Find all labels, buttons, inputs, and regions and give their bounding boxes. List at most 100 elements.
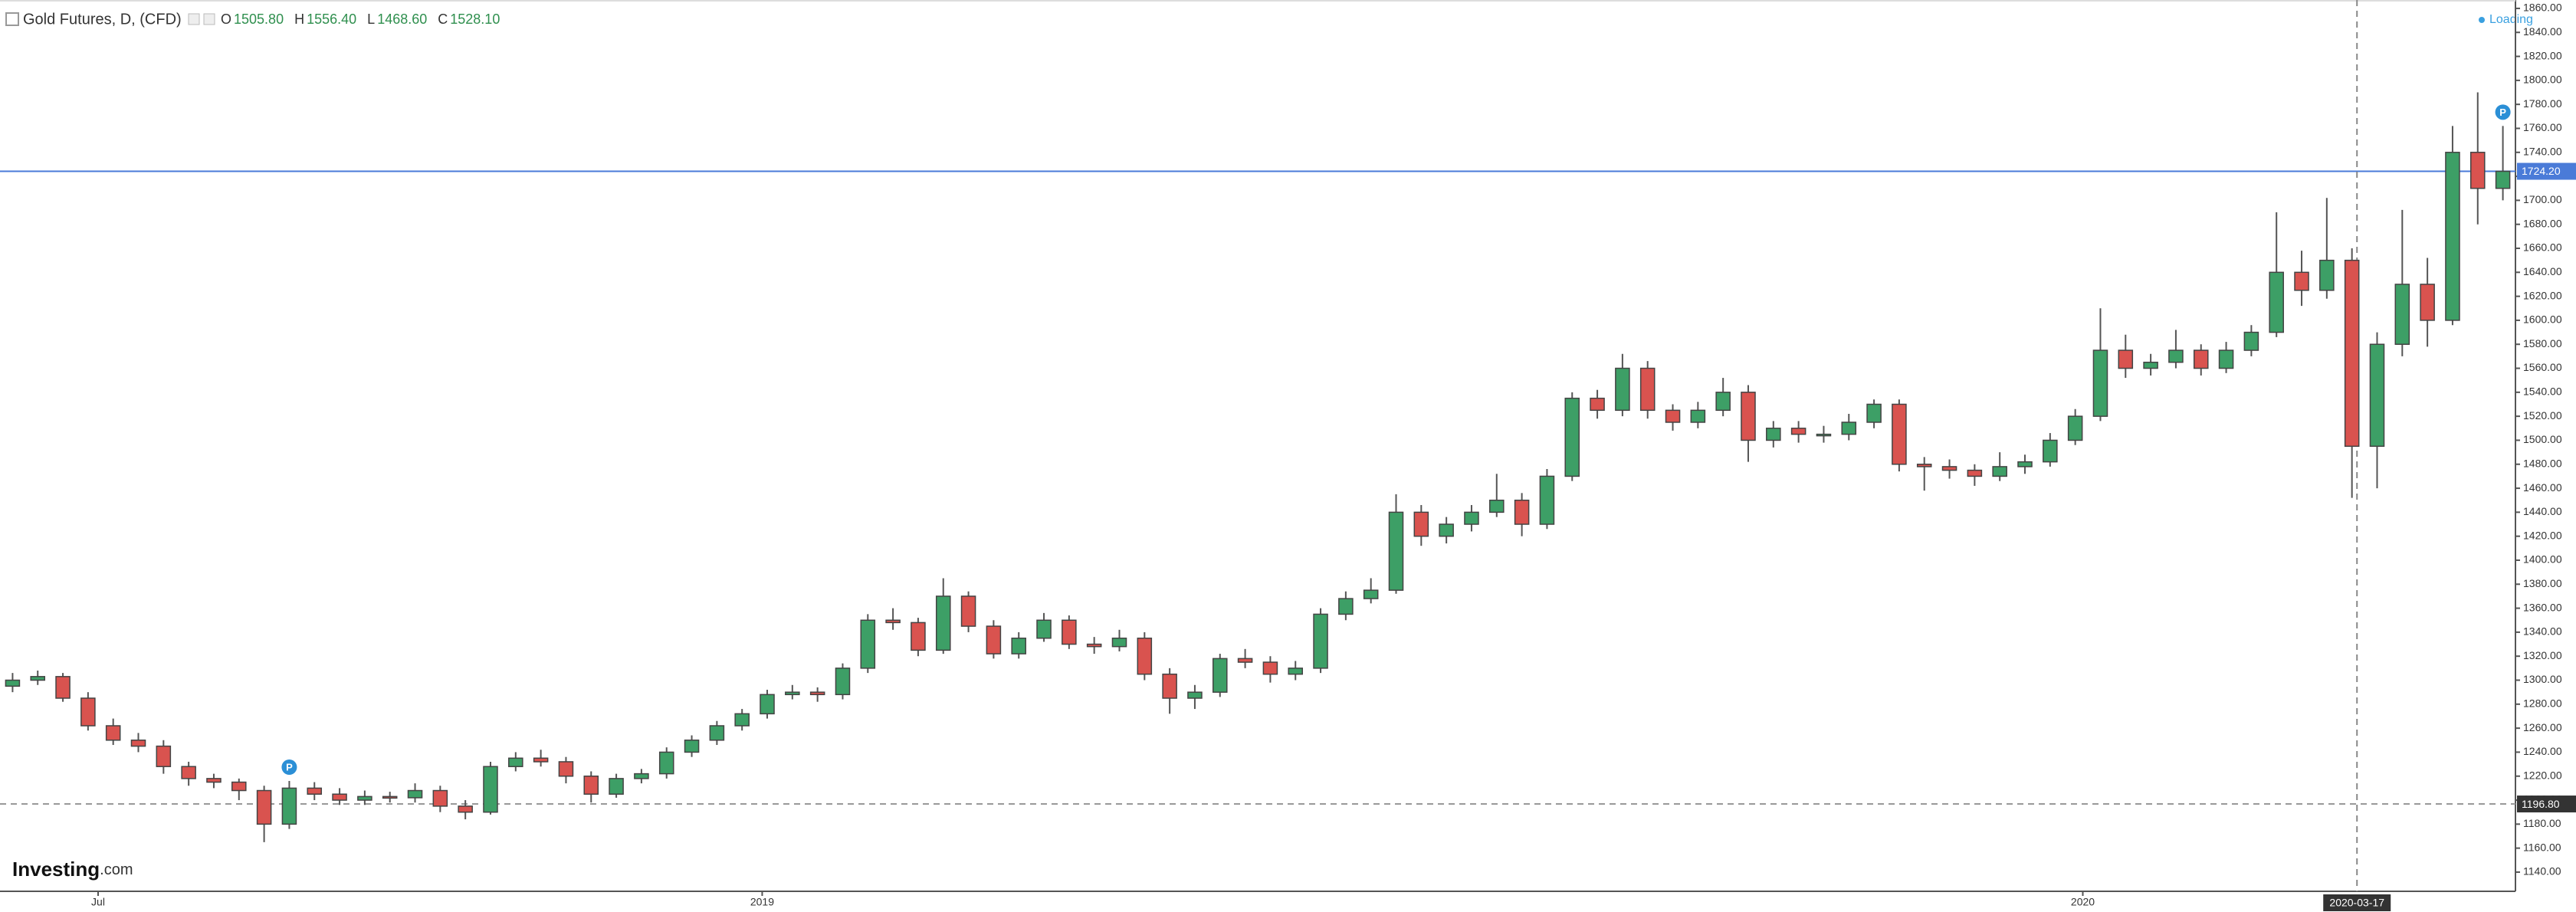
candle-body bbox=[1690, 409, 1706, 423]
y-tick-label: 1600.00 bbox=[2523, 313, 2562, 326]
ohlc-key: L bbox=[367, 11, 375, 27]
candle-body bbox=[911, 622, 926, 651]
y-tick-label: 1580.00 bbox=[2523, 337, 2562, 349]
eye-icon[interactable] bbox=[188, 13, 200, 25]
candle-body bbox=[2043, 439, 2058, 463]
candle-body bbox=[5, 679, 21, 687]
collapse-icon[interactable] bbox=[5, 12, 19, 26]
candle-body bbox=[256, 789, 272, 825]
candle-body bbox=[2294, 271, 2309, 291]
candle-body bbox=[1790, 428, 1806, 435]
event-marker-label: P bbox=[2499, 107, 2506, 118]
candle-body bbox=[1212, 658, 1228, 693]
y-tick-label: 1800.00 bbox=[2523, 74, 2562, 86]
candle-body bbox=[609, 778, 624, 795]
candle-body bbox=[986, 625, 1002, 654]
ohlc-key: H bbox=[294, 11, 304, 27]
candle-body bbox=[885, 619, 901, 624]
candle-body bbox=[1439, 523, 1454, 537]
y-tick-label: 1520.00 bbox=[2523, 409, 2562, 422]
candle-body bbox=[1137, 637, 1153, 675]
candle-body bbox=[407, 789, 423, 799]
candle-body bbox=[1514, 499, 1530, 525]
candle-body bbox=[508, 757, 523, 767]
y-tick-label: 1180.00 bbox=[2523, 817, 2561, 829]
candle-body bbox=[55, 676, 71, 699]
candle-body bbox=[960, 595, 976, 627]
y-tick-label: 1640.00 bbox=[2523, 265, 2562, 277]
y-tick-label: 1740.00 bbox=[2523, 145, 2562, 157]
settings-icon[interactable] bbox=[203, 13, 215, 25]
candle-body bbox=[533, 757, 549, 763]
candle-body bbox=[2168, 349, 2184, 363]
candle-body bbox=[658, 751, 674, 775]
candle-body bbox=[231, 781, 247, 792]
candle-body bbox=[709, 725, 725, 741]
candle-body bbox=[1866, 403, 1882, 423]
candle-body bbox=[156, 745, 172, 767]
loading-status: Loading bbox=[2489, 13, 2533, 26]
symbol-title: Gold Futures, D, (CFD) bbox=[23, 11, 182, 28]
candle-body bbox=[1162, 673, 1177, 699]
candle-body bbox=[30, 676, 46, 681]
y-tick-label: 1260.00 bbox=[2523, 721, 2562, 733]
candle-body bbox=[1941, 466, 1957, 471]
y-tick-label: 1140.00 bbox=[2523, 865, 2561, 878]
logo-suffix: .com bbox=[100, 861, 133, 878]
candle-body bbox=[2420, 284, 2435, 321]
y-tick-label: 1460.00 bbox=[2523, 481, 2562, 494]
y-tick-label: 1240.00 bbox=[2523, 745, 2562, 757]
candle-body bbox=[2344, 259, 2360, 448]
candle-body bbox=[307, 787, 323, 795]
price-label: 1196.80 bbox=[2522, 798, 2560, 810]
candle-body bbox=[2092, 349, 2108, 417]
candle-body bbox=[684, 740, 700, 753]
candle-body bbox=[1615, 367, 1630, 412]
candle-body bbox=[1916, 464, 1932, 467]
ohlc-key: C bbox=[438, 11, 448, 27]
candle-body bbox=[860, 619, 876, 669]
event-marker bbox=[281, 759, 297, 775]
candle-body bbox=[1464, 511, 1479, 525]
candle-body bbox=[1237, 658, 1253, 663]
y-tick-label: 1540.00 bbox=[2523, 385, 2562, 398]
y-tick-label: 1480.00 bbox=[2523, 457, 2562, 469]
candle-body bbox=[1665, 409, 1681, 423]
ohlc-key: O bbox=[221, 11, 231, 27]
y-tick-label: 1680.00 bbox=[2523, 217, 2562, 229]
candle-body bbox=[558, 761, 574, 777]
y-tick-label: 1700.00 bbox=[2523, 193, 2562, 205]
y-tick-label: 1300.00 bbox=[2523, 673, 2562, 685]
candle-body bbox=[809, 691, 825, 696]
y-tick-label: 1340.00 bbox=[2523, 625, 2562, 638]
candle-body bbox=[357, 796, 372, 801]
candle-body bbox=[583, 775, 599, 795]
candle-body bbox=[281, 787, 297, 825]
candle-body bbox=[935, 595, 951, 651]
candle-body bbox=[785, 691, 800, 696]
candle-body bbox=[634, 773, 649, 779]
candle-body bbox=[206, 778, 222, 783]
candle-body bbox=[332, 793, 347, 801]
candle-body bbox=[1639, 367, 1656, 412]
ohlc-value: 1505.80 bbox=[234, 11, 284, 27]
candle-body bbox=[432, 789, 448, 807]
candle-body bbox=[105, 725, 121, 741]
candle-body bbox=[2445, 152, 2460, 321]
candle-body bbox=[1363, 589, 1379, 599]
candle-body bbox=[2495, 170, 2511, 189]
logo: Investing.com bbox=[12, 858, 133, 881]
y-tick-label: 1320.00 bbox=[2523, 649, 2562, 661]
candle-body bbox=[130, 740, 146, 747]
y-tick-label: 1440.00 bbox=[2523, 505, 2562, 517]
y-tick-label: 1160.00 bbox=[2523, 841, 2561, 853]
candle-body bbox=[2218, 349, 2234, 369]
candle-body bbox=[2319, 259, 2335, 291]
y-tick-label: 1220.00 bbox=[2523, 769, 2562, 781]
y-tick-label: 1280.00 bbox=[2523, 697, 2562, 710]
candle-body bbox=[2193, 349, 2209, 369]
candle-body bbox=[2369, 343, 2385, 448]
candle-body bbox=[181, 766, 196, 779]
